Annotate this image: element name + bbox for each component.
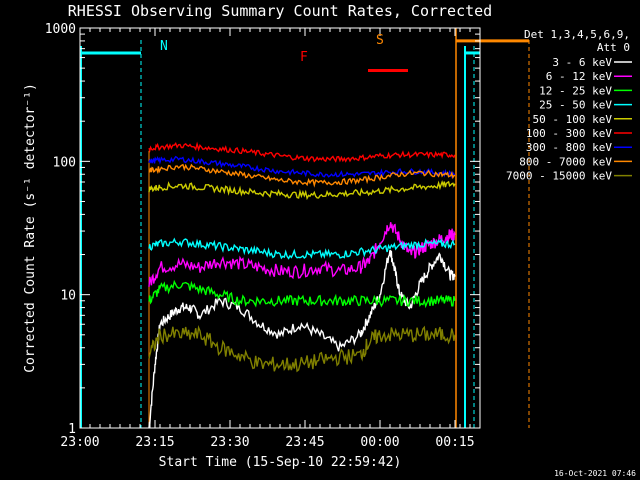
legend-label-1: 3 - 6 keV [552, 56, 612, 69]
y-tick-label-3: 1000 [45, 22, 76, 37]
series-line-8 [148, 163, 455, 188]
series-line-6 [148, 141, 456, 163]
annotation-f: F [300, 50, 308, 65]
x-tick-label-3: 23:45 [285, 435, 324, 450]
footer-date: 16-Oct-2021 07:46 [554, 469, 636, 478]
y-axis: 1 10 100 1000 [45, 22, 480, 437]
series-lines [148, 141, 456, 429]
legend-label-7: 300 - 800 keV [526, 141, 612, 154]
series-line-5 [148, 180, 456, 201]
legend-label-2: 6 - 12 keV [546, 70, 613, 83]
plot-area: 23:00 23:15 23:30 23:45 00:00 00:15 1 10 100 100… [45, 22, 530, 450]
y-tick-label-2: 100 [53, 155, 76, 170]
chart-title: RHESSI Observing Summary Count Rates, Co… [68, 2, 492, 20]
annotation-n: N [160, 39, 168, 54]
y-axis-label: Corrected Count Rate (s⁻¹ detector⁻¹) [23, 83, 38, 373]
x-tick-label-0: 23:00 [60, 435, 99, 450]
x-tick-label-4: 00:00 [360, 435, 399, 450]
legend-label-4: 25 - 50 keV [539, 99, 612, 112]
legend-label-6: 100 - 300 keV [526, 127, 612, 140]
legend-label-9: 7000 - 15000 keV [506, 170, 612, 183]
y-tick-label-0: 1 [68, 422, 76, 437]
x-tick-label-5: 00:15 [435, 435, 474, 450]
series-line-9 [148, 324, 456, 373]
x-tick-label-1: 23:15 [135, 435, 174, 450]
series-line-2 [148, 222, 456, 287]
x-axis: 23:00 23:15 23:30 23:45 00:00 00:15 [60, 28, 481, 450]
series-line-4 [148, 237, 456, 260]
y-tick-label-1: 10 [60, 289, 76, 304]
series-line-7 [148, 155, 456, 179]
x-axis-label: Start Time (15-Sep-10 22:59:42) [159, 455, 402, 470]
annotation-s: S [376, 33, 384, 48]
series-line-1 [148, 249, 456, 429]
series-line-3 [148, 279, 456, 309]
legend-label-5: 50 - 100 keV [533, 113, 613, 126]
legend-label-8: 800 - 7000 keV [519, 155, 612, 168]
legend-label-3: 12 - 25 keV [539, 84, 612, 97]
annotations: N F S [160, 33, 384, 65]
legend-header-line-1: Det 1,3,4,5,6,9, [524, 28, 630, 41]
x-tick-label-2: 23:30 [210, 435, 249, 450]
legend-header-line-2: Att 0 [597, 41, 630, 54]
